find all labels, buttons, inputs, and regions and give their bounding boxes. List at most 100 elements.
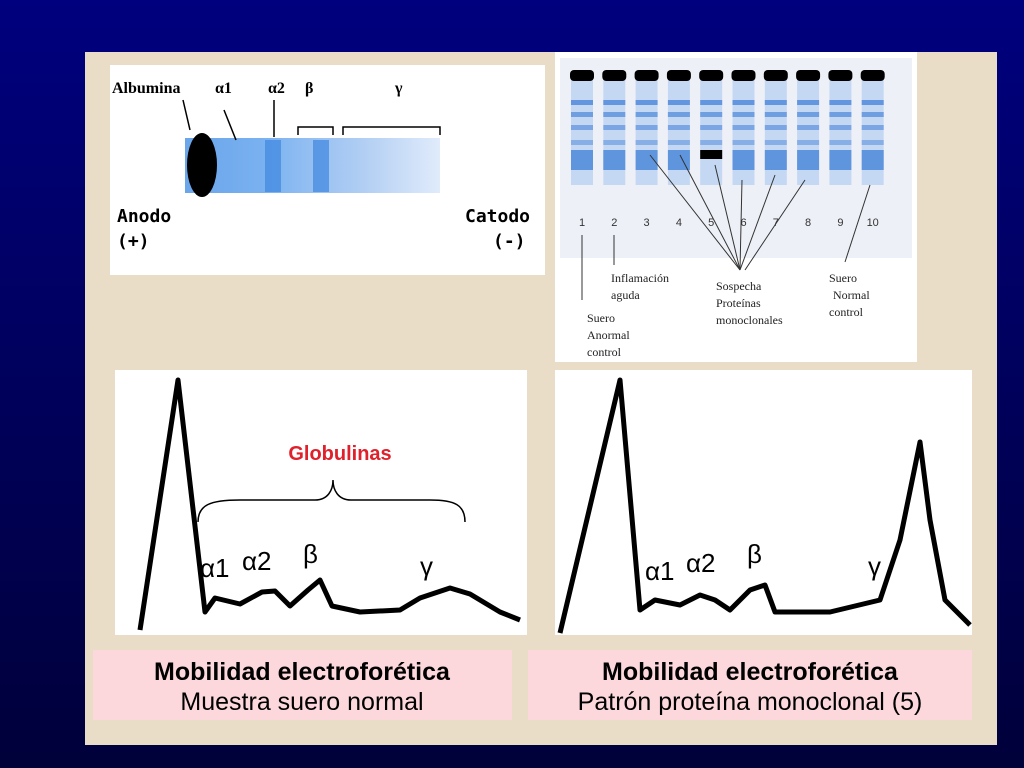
band <box>635 140 658 145</box>
peak-label: γ <box>868 551 881 581</box>
lane-number: 3 <box>644 217 650 229</box>
globulins: Globulinas <box>288 443 391 465</box>
lane-top <box>763 70 788 81</box>
band <box>667 125 690 130</box>
band <box>829 140 852 145</box>
annotation: control <box>587 345 622 359</box>
band <box>667 140 690 145</box>
annotation: Inflamación <box>611 271 669 285</box>
peak-label: α1 <box>200 553 230 583</box>
gel-left-poles: Anodo (+) Catodo (-) <box>117 206 530 252</box>
densitogram <box>557 377 972 634</box>
label: β <box>305 80 313 97</box>
lane-top <box>796 70 821 81</box>
band <box>764 140 787 145</box>
band <box>861 125 884 130</box>
band <box>797 100 820 105</box>
lane-number: 10 <box>867 217 879 229</box>
band <box>764 150 787 170</box>
annotation: aguda <box>611 288 640 302</box>
label: α2 <box>268 80 285 97</box>
band <box>603 150 626 170</box>
lane-top <box>731 70 756 81</box>
lane-number: 9 <box>837 217 843 229</box>
cathode-sign: (-) <box>493 231 526 252</box>
band <box>603 140 626 145</box>
band <box>635 100 658 105</box>
densitogram <box>137 377 521 631</box>
band <box>797 140 820 145</box>
band <box>732 100 755 105</box>
band <box>313 140 329 192</box>
lane-top <box>699 70 724 81</box>
band <box>861 150 884 170</box>
band <box>635 150 658 170</box>
captions: Mobilidad electroforética Muestra suero … <box>154 658 922 716</box>
lane-number: 5 <box>708 217 714 229</box>
band <box>635 112 658 117</box>
peak-label: β <box>747 539 762 569</box>
annotation: Anormal <box>587 328 630 342</box>
band <box>861 112 884 117</box>
band <box>861 100 884 105</box>
lane-number: 1 <box>579 217 585 229</box>
lane-number: 2 <box>611 217 617 229</box>
band <box>829 125 852 130</box>
anode: Anodo <box>117 206 171 227</box>
label: γ <box>394 80 403 97</box>
annotation: Suero <box>587 311 615 325</box>
band <box>571 100 593 105</box>
caption-title: Mobilidad electroforética <box>154 658 451 686</box>
band <box>829 112 852 117</box>
caption-box <box>93 650 512 720</box>
annotation: Proteínas <box>716 296 761 310</box>
band <box>829 150 852 170</box>
band <box>700 140 723 145</box>
band <box>603 112 626 117</box>
band <box>700 112 723 117</box>
band <box>571 125 593 130</box>
band <box>764 100 787 105</box>
annotation: Suero <box>829 271 857 285</box>
label: α1 <box>215 80 232 97</box>
band <box>797 112 820 117</box>
peak-label: β <box>303 539 318 569</box>
lane-top <box>602 70 627 81</box>
band <box>667 150 690 170</box>
annotation: control <box>829 305 864 319</box>
peak-labels: α1 α2 β γ <box>645 539 881 586</box>
plot-left <box>115 370 527 635</box>
band <box>603 100 626 105</box>
band <box>829 100 852 105</box>
band <box>571 140 593 145</box>
peak-label: γ <box>420 551 433 581</box>
band <box>635 125 658 130</box>
annotation: monoclonales <box>716 313 783 327</box>
lanes: 1 2 3 4 5 6 7 8 9 10 <box>570 70 885 229</box>
band <box>700 100 723 105</box>
band <box>797 150 820 170</box>
annotation: Normal <box>833 288 870 302</box>
gel-right-arrows <box>581 154 871 300</box>
peak-label: α2 <box>686 548 716 578</box>
lane-top <box>634 70 659 81</box>
band <box>764 112 787 117</box>
caption-subtitle: Patrón proteína monoclonal (5) <box>578 688 923 716</box>
lane-top <box>860 70 885 81</box>
brace <box>197 479 466 523</box>
peak-label: α1 <box>645 556 675 586</box>
band <box>861 140 884 145</box>
band <box>667 100 690 105</box>
cathode: Catodo <box>465 206 530 227</box>
caption-box <box>528 650 972 720</box>
band <box>700 125 723 130</box>
gel-left-arrows <box>182 99 441 141</box>
band <box>732 150 755 170</box>
band <box>571 150 593 170</box>
lane-number: 8 <box>805 217 811 229</box>
lane-number: 4 <box>676 217 682 229</box>
band <box>797 125 820 130</box>
gel-smear <box>185 138 440 193</box>
lane-number: 6 <box>740 217 746 229</box>
